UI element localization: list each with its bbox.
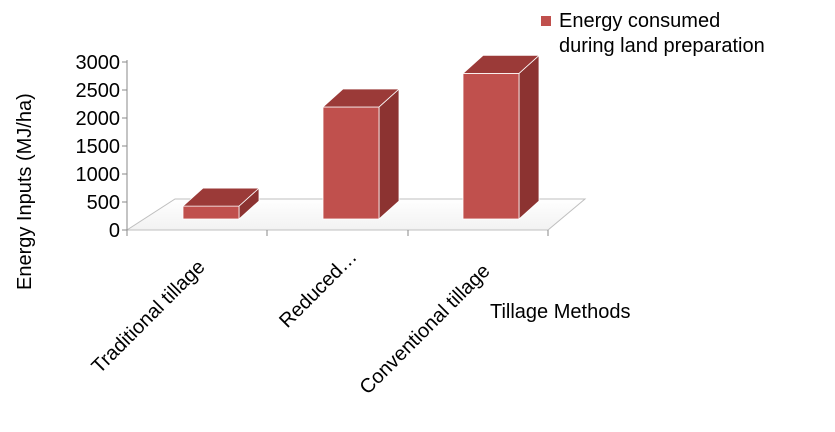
bar-side-face xyxy=(519,55,539,219)
y-tick-label: 2500 xyxy=(76,80,121,102)
x-axis-labels: Traditional tillage Reduced…Conventional … xyxy=(88,246,495,399)
legend-label-line-1: Energy consumed xyxy=(559,10,720,32)
legend-label-line-2: during land preparation xyxy=(559,35,765,57)
x-category-label: Conventional tillage xyxy=(356,260,495,399)
x-axis-title: Tillage Methods xyxy=(490,301,630,323)
bar xyxy=(463,55,539,219)
legend: Energy consumed during land preparation xyxy=(541,10,765,57)
y-tick-label: 500 xyxy=(87,192,120,214)
y-tick-label: 1500 xyxy=(76,136,121,158)
y-axis-ticks: 0 500 1000 1500 2000 2500 3000 xyxy=(76,52,128,242)
y-tick-label: 1000 xyxy=(76,164,121,186)
bar-front-face xyxy=(463,73,519,219)
bar-side-face xyxy=(379,89,399,219)
plot-area: 0 500 1000 1500 2000 2500 3000 Traditional til… xyxy=(76,52,586,399)
y-tick-label: 2000 xyxy=(76,108,121,130)
bar-series xyxy=(183,55,539,219)
y-tick-label: 3000 xyxy=(76,52,121,74)
x-category-label: Reduced… xyxy=(275,246,361,332)
x-axis-ticks xyxy=(127,230,548,236)
bar xyxy=(323,89,399,219)
y-tick-label: 0 xyxy=(109,220,120,242)
x-category-label: Traditional tillage xyxy=(88,256,210,378)
y-axis-title: Energy Inputs (MJ/ha) xyxy=(14,93,36,290)
bar-front-face xyxy=(323,107,379,219)
legend-swatch xyxy=(541,16,551,26)
bar-front-face xyxy=(183,206,239,219)
